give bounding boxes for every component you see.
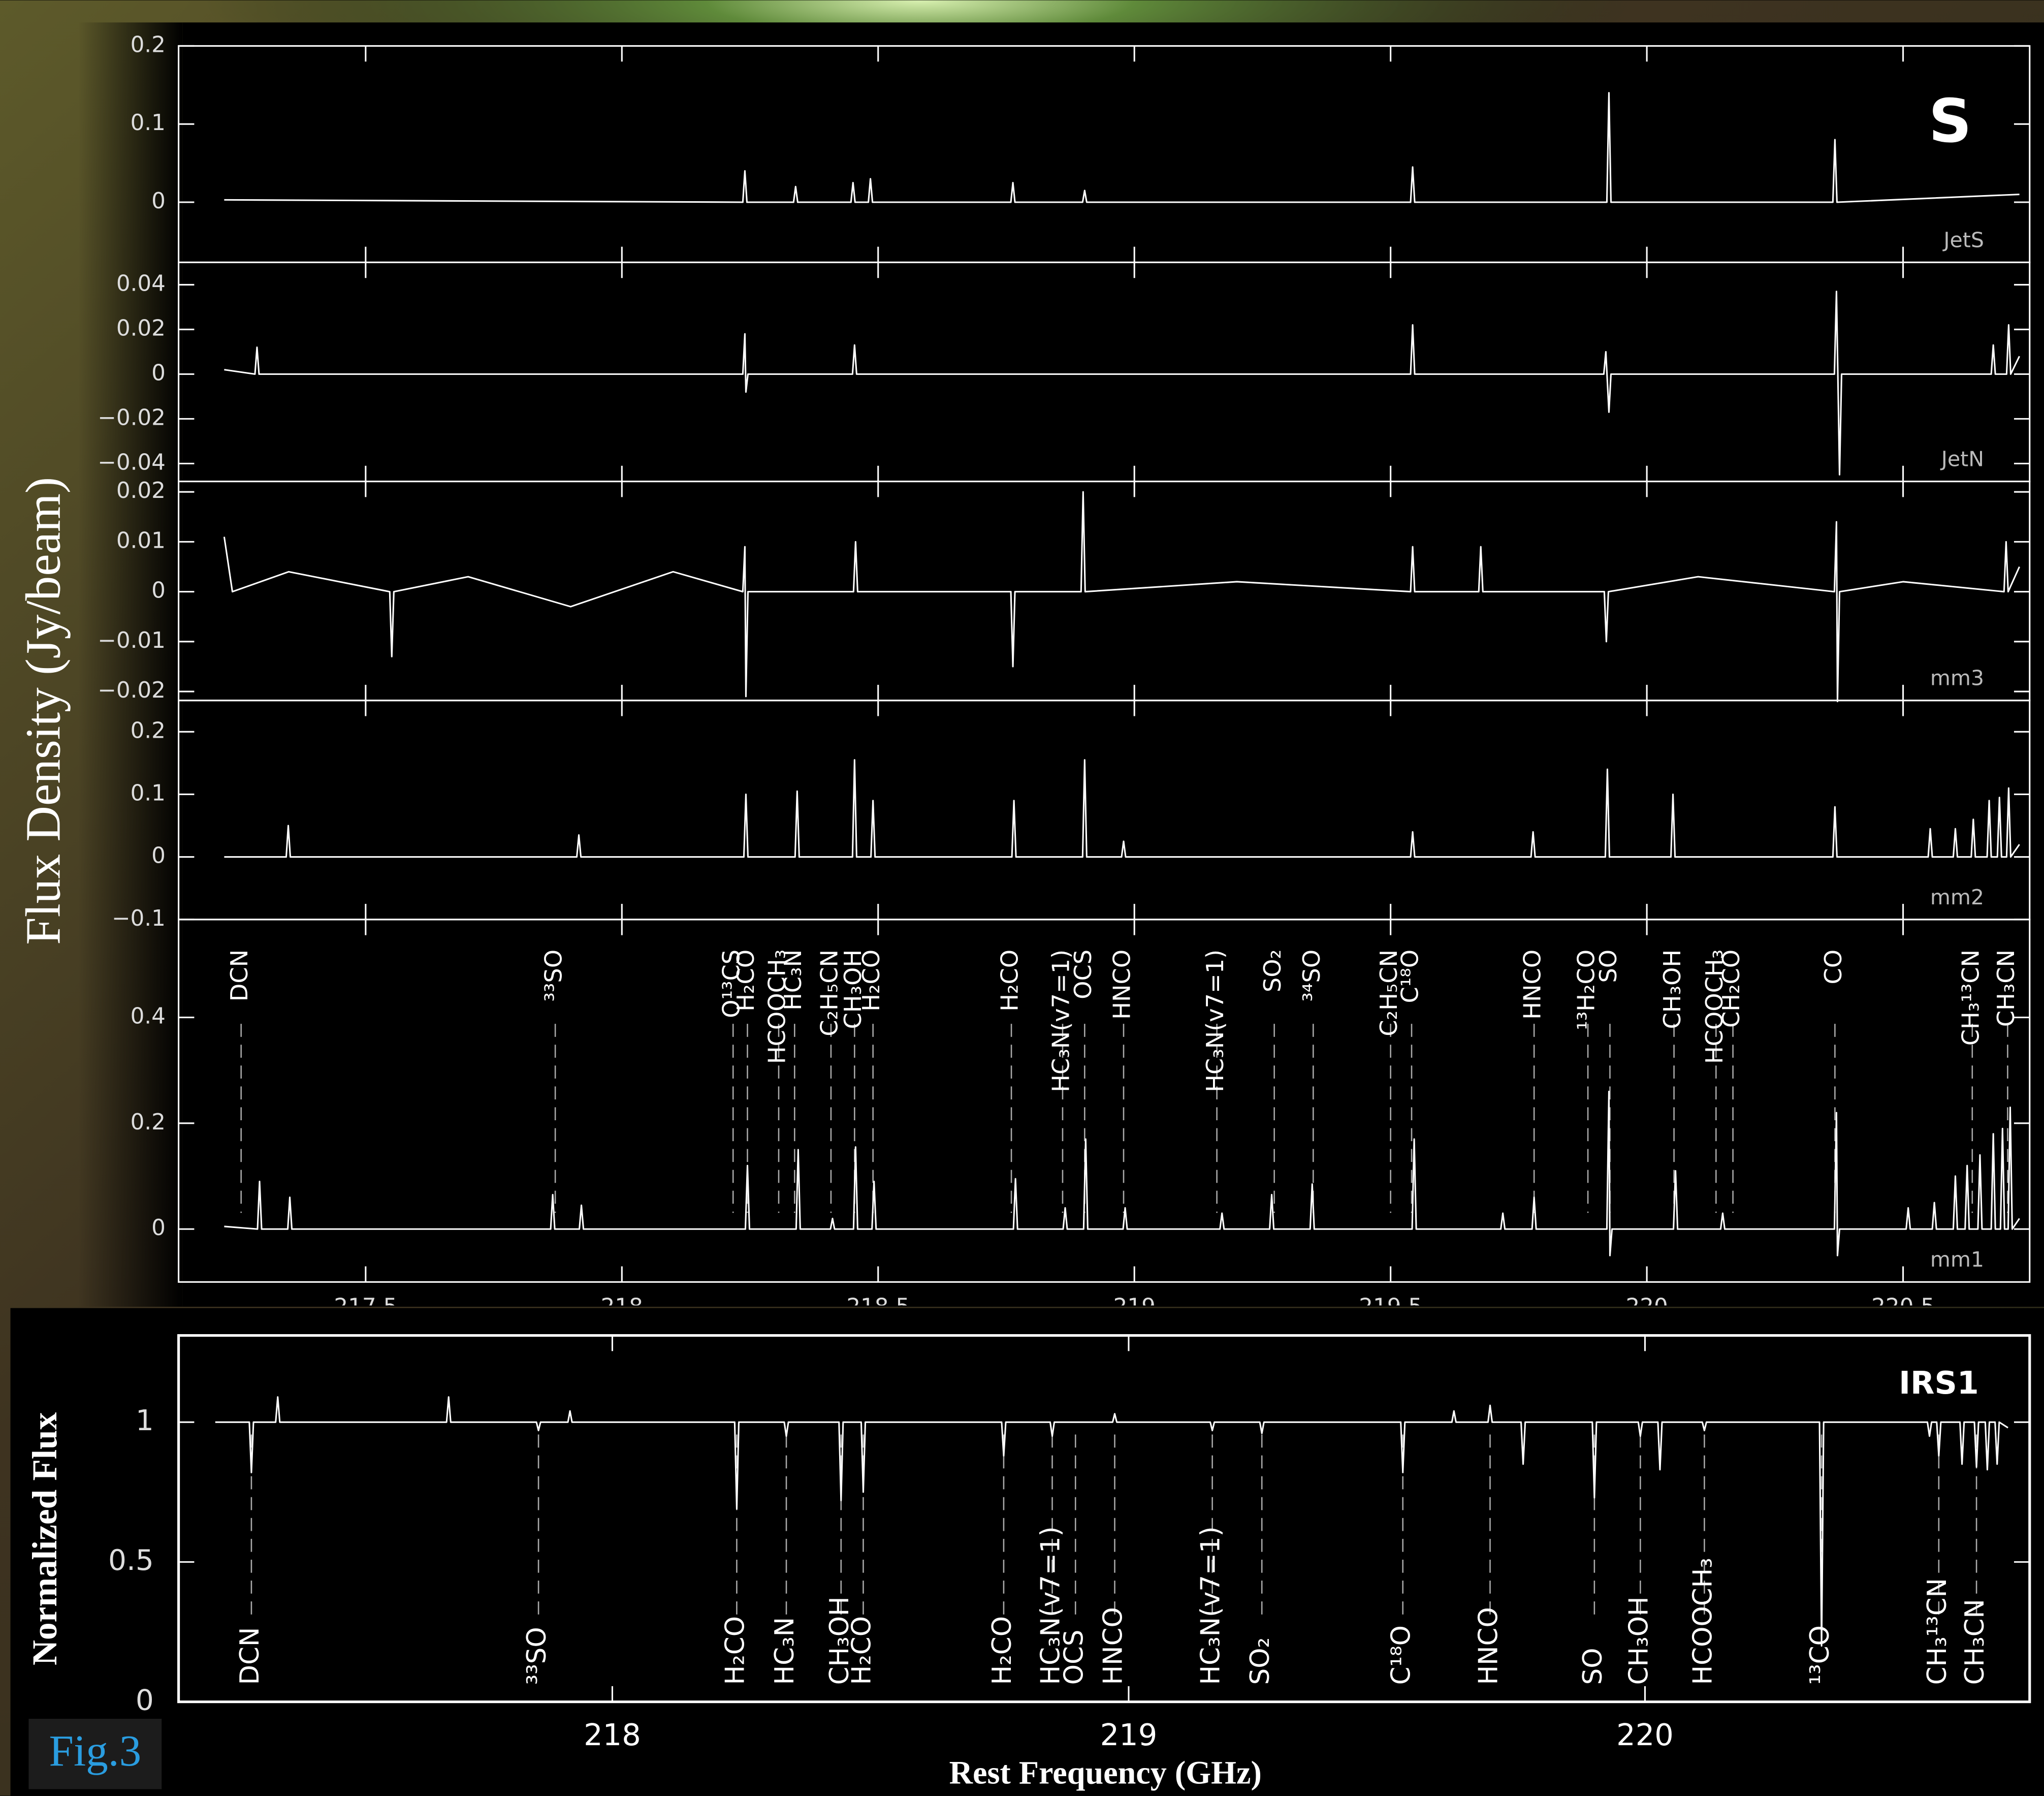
line-label: SO xyxy=(1578,1648,1608,1685)
panel-title: S xyxy=(1929,86,1972,156)
line-label: HC₃N xyxy=(770,1617,800,1685)
panel-label: JetN xyxy=(1940,447,1984,471)
line-label: OCS xyxy=(1059,1629,1089,1685)
x-tick-label: 219 xyxy=(1100,1717,1158,1752)
y-tick-label: 0.2 xyxy=(131,1110,166,1135)
x-tick-label: 218 xyxy=(584,1717,641,1752)
line-label: CH₃CN xyxy=(1960,1599,1990,1685)
line-label: SO xyxy=(1594,950,1622,983)
y-axis-title: Flux Density (Jy/beam) xyxy=(16,477,71,945)
line-label: HC₃N(v7=1) xyxy=(1196,1526,1226,1685)
line-label: HNCO xyxy=(1474,1607,1504,1685)
y-tick-label: 0 xyxy=(151,188,166,214)
line-label: HC₃N xyxy=(779,950,807,1011)
line-label: HNCO xyxy=(1098,1607,1129,1685)
top-backdrop xyxy=(182,22,2044,1307)
panel-label: mm1 xyxy=(1930,1247,1984,1272)
line-label: ³³SO xyxy=(522,1627,552,1685)
y-tick-label: 0.01 xyxy=(116,528,166,553)
y-tick-label: 0.02 xyxy=(116,316,166,341)
page: Spectra figure {"figure_label": "Fig.3",… xyxy=(0,0,2044,1796)
line-label: H₂CO xyxy=(857,950,885,1012)
y-tick-label: 0.1 xyxy=(131,780,166,806)
line-label: ³³SO xyxy=(540,950,567,1002)
bottom-backdrop xyxy=(11,1308,2044,1796)
x-axis-title: Rest Frequency (GHz) xyxy=(949,1755,1262,1791)
line-label: SO₂ xyxy=(1259,950,1286,992)
line-label: CH₃OH xyxy=(1658,950,1686,1029)
body: 0 0.1 0.2 JetS S −0.04 −0.02 0 0.02 0.04 JetN −0.02… xyxy=(0,0,2044,1796)
y-tick-label: 0.1 xyxy=(131,110,166,136)
y-tick-label: −0.01 xyxy=(98,628,166,653)
line-label: H₂CO xyxy=(846,1616,877,1685)
y-tick-label: 0 xyxy=(151,360,166,386)
panel-label: mm3 xyxy=(1930,666,1984,690)
line-label: H₂CO xyxy=(720,1616,750,1685)
line-label: CH₂CO xyxy=(1717,950,1745,1028)
panel-label: mm2 xyxy=(1930,885,1984,909)
y-tick-label: 0 xyxy=(136,1684,154,1717)
line-label: CH₃OH xyxy=(1623,1596,1654,1685)
line-label: CO xyxy=(1819,950,1847,985)
line-label: H₂CO xyxy=(996,950,1024,1012)
y-tick-label: 0.2 xyxy=(131,32,166,57)
y-tick-label: 1 xyxy=(136,1404,154,1437)
y-tick-label: 0 xyxy=(151,1215,166,1241)
line-label: ¹³CO xyxy=(1805,1625,1835,1685)
line-label: ³⁴SO xyxy=(1298,950,1325,1002)
x-tick-label: 220 xyxy=(1616,1717,1674,1752)
y-tick-label: 0.04 xyxy=(116,271,166,296)
line-label: HNCO xyxy=(1108,950,1136,1020)
figure-label: Fig.3 xyxy=(49,1726,141,1775)
y-tick-label: −0.1 xyxy=(112,906,166,931)
panel-title: IRS1 xyxy=(1899,1365,1979,1401)
figure: 0 0.1 0.2 JetS S −0.04 −0.02 0 0.02 0.04 JetN −0.02… xyxy=(0,0,2044,1796)
line-label: HNCO xyxy=(1519,950,1546,1020)
y-tick-label: 0.02 xyxy=(116,478,166,503)
line-label: CH₃CN xyxy=(1992,950,2020,1027)
line-label: H₂CO xyxy=(732,950,759,1012)
line-label: HC₃N(v7=1) xyxy=(1201,950,1229,1092)
y-tick-label: 0.2 xyxy=(131,718,166,743)
line-label: SO₂ xyxy=(1245,1637,1275,1685)
y-tick-label: 0 xyxy=(151,843,166,869)
line-label: DCN xyxy=(226,950,253,1001)
line-label: HCOOCH₃ xyxy=(1687,1558,1718,1685)
y-tick-label: −0.04 xyxy=(98,450,166,475)
line-label: CH₃¹³CN xyxy=(1957,950,1984,1046)
line-label: CH₃¹³CN xyxy=(1922,1578,1953,1685)
line-label: C¹⁸O xyxy=(1386,1625,1417,1685)
line-label: DCN xyxy=(235,1627,265,1685)
y-axis-title: Normalized Flux xyxy=(25,1412,64,1665)
line-label: C¹⁸O xyxy=(1396,950,1424,1003)
y-tick-label: −0.02 xyxy=(98,678,166,703)
y-tick-label: −0.02 xyxy=(98,405,166,430)
y-tick-label: 0.4 xyxy=(131,1004,166,1029)
y-tick-label: 0.5 xyxy=(108,1544,154,1577)
y-tick-label: 0 xyxy=(151,578,166,604)
line-label: OCS xyxy=(1069,950,1097,999)
panel-label: JetS xyxy=(1942,228,1984,252)
line-label: H₂CO xyxy=(987,1616,1017,1685)
